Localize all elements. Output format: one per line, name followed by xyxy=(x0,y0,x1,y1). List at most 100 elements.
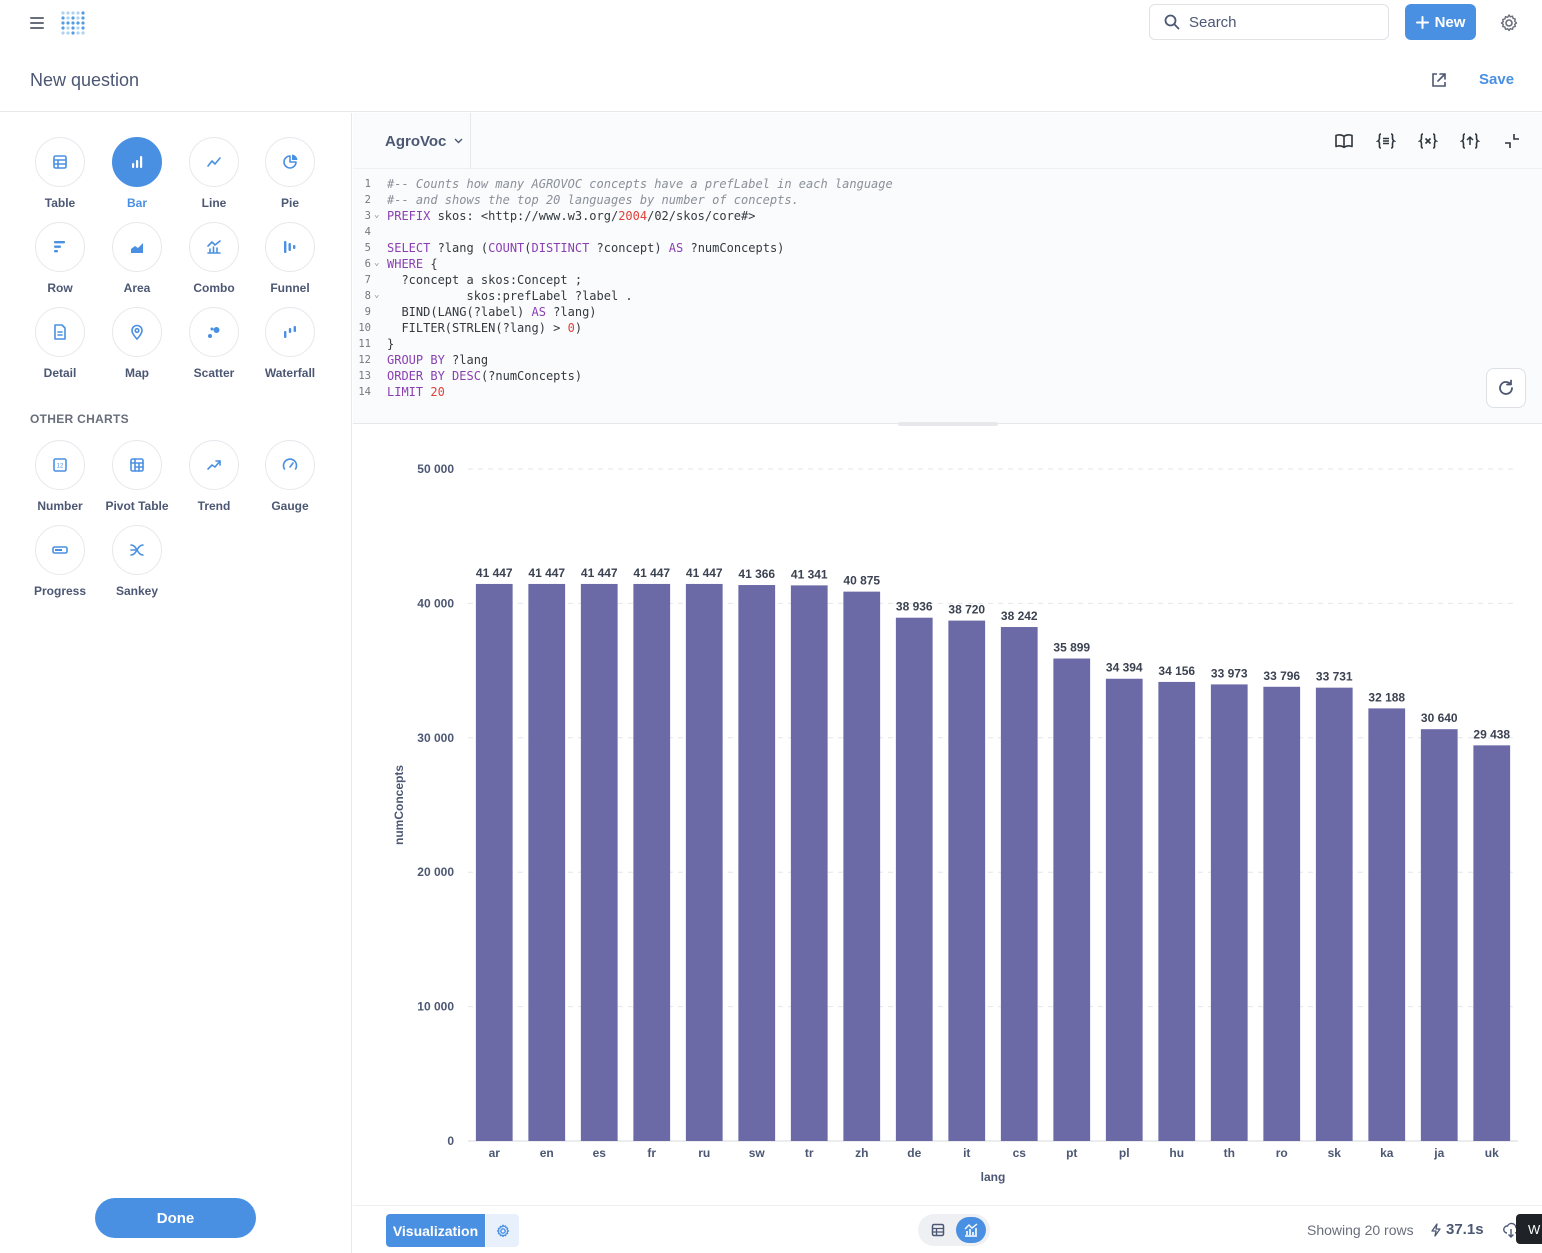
chart-type-icon-circle[interactable] xyxy=(112,440,162,490)
code-line[interactable]: 4 xyxy=(353,225,1453,241)
chart-type-icon-circle[interactable] xyxy=(265,222,315,272)
page-title[interactable]: New question xyxy=(30,70,140,90)
code-line[interactable]: 9 BIND(LANG(?label) AS ?lang) xyxy=(353,305,1453,321)
code-line[interactable]: 3 ⌄ PREFIX skos: <http://www.w3.org/2004/0… xyxy=(353,209,1453,225)
data-reference-book-icon[interactable] xyxy=(1334,131,1354,151)
chart-type-map[interactable]: Map xyxy=(99,307,175,387)
bar[interactable] xyxy=(1315,687,1353,1141)
bar[interactable] xyxy=(685,583,723,1141)
code-line[interactable]: 2 #-- and shows the top 20 languages by n… xyxy=(353,193,1453,209)
bar[interactable] xyxy=(895,617,933,1141)
code-line[interactable]: 12 GROUP BY ?lang xyxy=(353,353,1453,369)
chart-type-detail[interactable]: Detail xyxy=(22,307,98,387)
chart-type-bar[interactable]: Bar xyxy=(99,137,175,217)
chart-type-icon-circle[interactable] xyxy=(112,307,162,357)
visualization-button[interactable]: Visualization xyxy=(386,1214,485,1247)
table-chart-toggle[interactable] xyxy=(918,1214,990,1246)
bar[interactable] xyxy=(475,583,513,1141)
bar[interactable] xyxy=(528,583,566,1141)
chart-type-icon-circle[interactable] xyxy=(112,222,162,272)
fold-chevron-icon[interactable]: ⌄ xyxy=(374,290,380,300)
collapse-editor-icon[interactable] xyxy=(1502,131,1522,151)
snippets-icon[interactable] xyxy=(1375,131,1397,151)
chart-type-icon-circle[interactable] xyxy=(189,222,239,272)
code-line[interactable]: 6 ⌄ WHERE { xyxy=(353,257,1453,273)
chart-type-scatter[interactable]: Scatter xyxy=(176,307,252,387)
preview-query-icon[interactable] xyxy=(1459,131,1481,151)
chart-type-pie[interactable]: Pie xyxy=(252,137,328,217)
chart-type-icon-circle[interactable]: 12 xyxy=(35,440,85,490)
code-line[interactable]: 11} xyxy=(353,337,1453,353)
chart-type-icon-circle[interactable] xyxy=(265,307,315,357)
new-button[interactable]: New xyxy=(1405,4,1476,40)
bar[interactable] xyxy=(1105,678,1143,1141)
variables-icon[interactable] xyxy=(1417,131,1439,151)
menu-icon[interactable] xyxy=(28,14,46,32)
open-external-icon[interactable] xyxy=(1430,71,1448,89)
waterfall-icon xyxy=(281,323,299,341)
bar[interactable] xyxy=(1473,745,1511,1141)
chart-type-line[interactable]: Line xyxy=(176,137,252,217)
chart-settings-button[interactable] xyxy=(486,1214,519,1247)
bar[interactable] xyxy=(948,620,986,1141)
chart-type-waterfall[interactable]: Waterfall xyxy=(252,307,328,387)
bar[interactable] xyxy=(738,585,776,1141)
bar[interactable] xyxy=(1368,708,1406,1141)
done-button[interactable]: Done xyxy=(95,1198,256,1238)
code-line[interactable]: 1 #-- Counts how many AGROVOC concepts ha… xyxy=(353,177,1453,193)
chart-type-icon-circle[interactable] xyxy=(189,137,239,187)
chart-type-area[interactable]: Area xyxy=(99,222,175,302)
chart-type-pivot-table[interactable]: Pivot Table xyxy=(99,440,175,520)
x-tick-label: de xyxy=(907,1146,921,1160)
table-view-toggle[interactable] xyxy=(923,1217,953,1243)
chart-type-sankey[interactable]: Sankey xyxy=(99,525,175,605)
chart-type-icon-circle[interactable] xyxy=(35,525,85,575)
bar[interactable] xyxy=(1263,686,1301,1141)
chart-type-icon-circle[interactable] xyxy=(189,307,239,357)
database-picker[interactable]: AgroVoc xyxy=(353,113,471,169)
chart-type-icon-circle[interactable] xyxy=(265,440,315,490)
code-line[interactable]: 8 ⌄ skos:prefLabel ?label . xyxy=(353,289,1453,305)
chart-type-combo[interactable]: Combo xyxy=(176,222,252,302)
bar[interactable] xyxy=(1158,681,1196,1141)
gear-icon[interactable] xyxy=(1498,12,1520,34)
code-line[interactable]: 10 FILTER(STRLEN(?lang) > 0) xyxy=(353,321,1453,337)
bar[interactable] xyxy=(1420,729,1458,1141)
chart-type-progress[interactable]: Progress xyxy=(22,525,98,605)
chart-type-trend[interactable]: Trend xyxy=(176,440,252,520)
progress-icon xyxy=(51,541,69,559)
bar[interactable] xyxy=(1210,684,1248,1141)
chart-type-funnel[interactable]: Funnel xyxy=(252,222,328,302)
editor-resize-handle[interactable] xyxy=(898,422,998,426)
fold-chevron-icon[interactable]: ⌄ xyxy=(374,258,380,268)
code-line[interactable]: 5 SELECT ?lang (COUNT(DISTINCT ?concept) … xyxy=(353,241,1453,257)
chart-type-number[interactable]: 12 Number xyxy=(22,440,98,520)
bar[interactable] xyxy=(633,583,671,1141)
metabase-logo-icon[interactable] xyxy=(58,8,88,38)
chart-type-icon-circle[interactable] xyxy=(35,137,85,187)
sparql-editor[interactable]: 1 #-- Counts how many AGROVOC concepts ha… xyxy=(353,169,1542,424)
chart-view-toggle[interactable] xyxy=(955,1217,986,1243)
chart-type-icon-circle[interactable] xyxy=(112,137,162,187)
search-input[interactable]: Search xyxy=(1149,4,1389,40)
code-line[interactable]: 7 ?concept a skos:Concept ; xyxy=(353,273,1453,289)
help-chip[interactable]: W xyxy=(1516,1214,1542,1244)
save-button[interactable]: Save xyxy=(1479,71,1515,88)
bar[interactable] xyxy=(1000,627,1038,1141)
chart-type-icon-circle[interactable] xyxy=(35,307,85,357)
chart-type-icon-circle[interactable] xyxy=(35,222,85,272)
bar[interactable] xyxy=(1053,658,1091,1141)
chart-type-table[interactable]: Table xyxy=(22,137,98,217)
chart-type-row[interactable]: Row xyxy=(22,222,98,302)
code-line[interactable]: 14 LIMIT 20 xyxy=(353,385,1453,401)
chart-type-icon-circle[interactable] xyxy=(189,440,239,490)
bar[interactable] xyxy=(843,591,881,1141)
chart-type-icon-circle[interactable] xyxy=(112,525,162,575)
bar[interactable] xyxy=(790,585,828,1141)
fold-chevron-icon[interactable]: ⌄ xyxy=(374,210,380,220)
chart-type-icon-circle[interactable] xyxy=(265,137,315,187)
run-query-button[interactable] xyxy=(1486,368,1526,408)
code-line[interactable]: 13 ORDER BY DESC(?numConcepts) xyxy=(353,369,1453,385)
chart-type-gauge[interactable]: Gauge xyxy=(252,440,328,520)
bar[interactable] xyxy=(580,583,618,1141)
